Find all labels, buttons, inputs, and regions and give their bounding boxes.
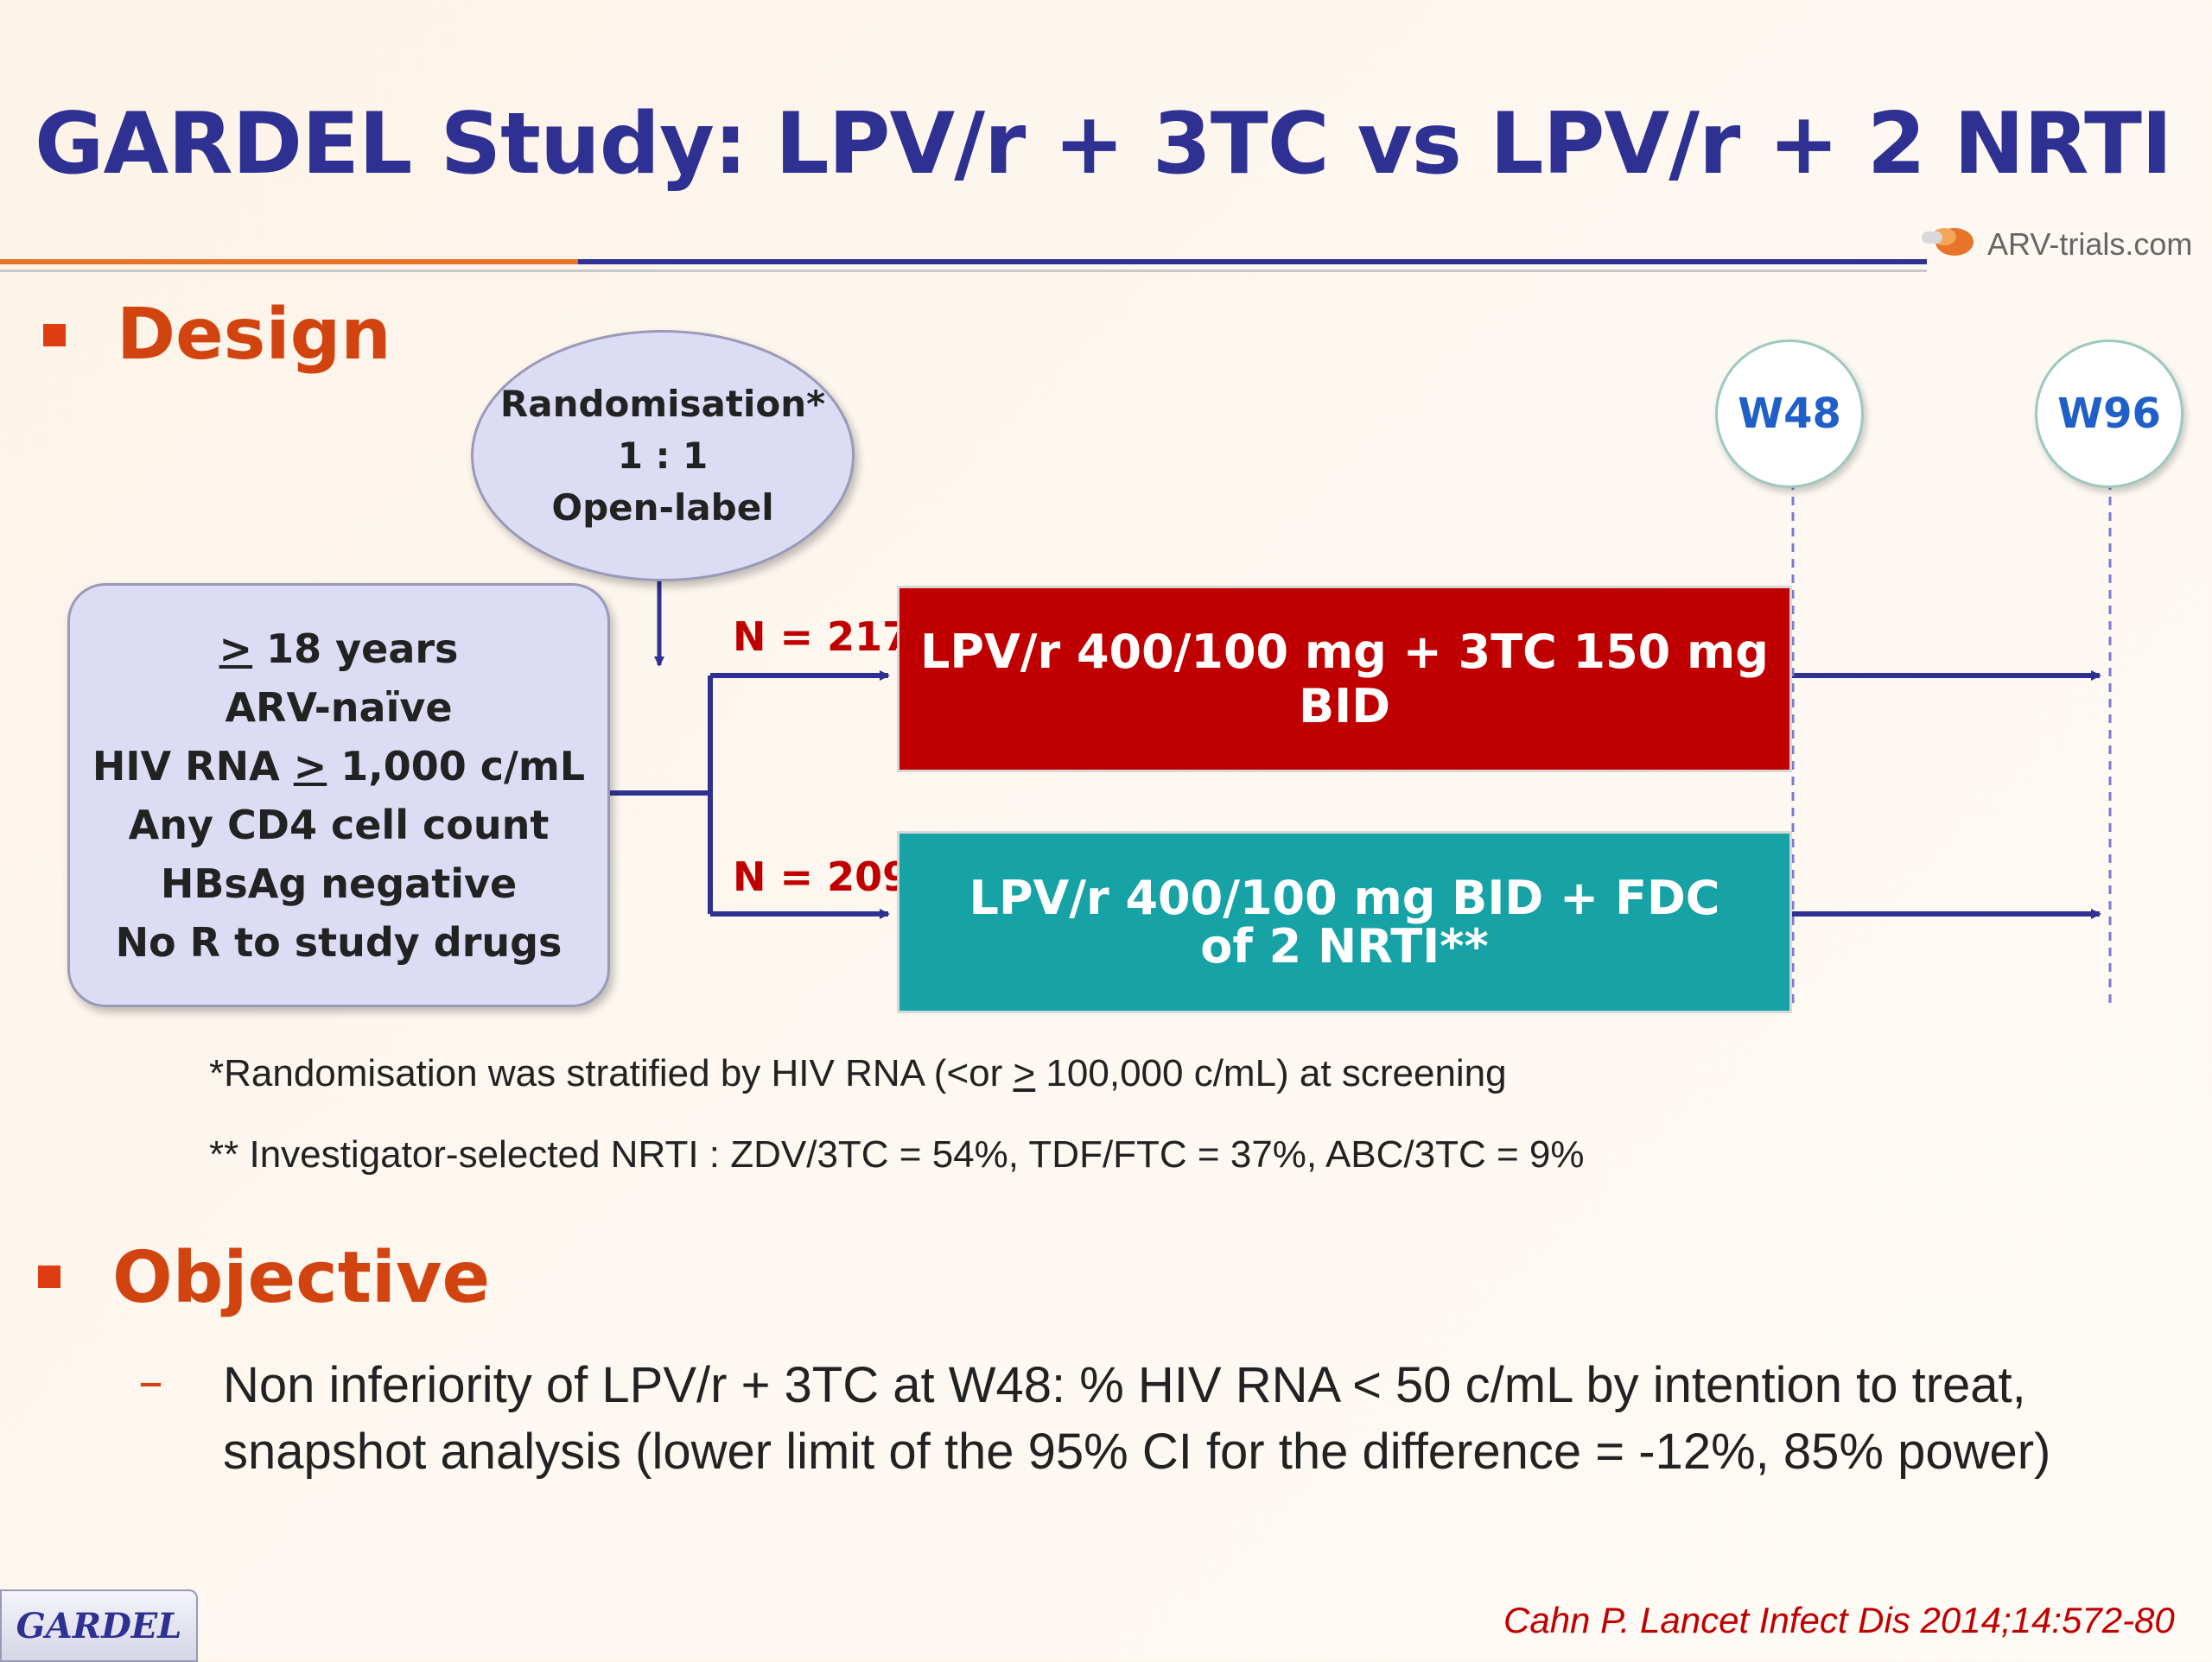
- arm2-regimen-line2: of 2 NRTI**: [1200, 918, 1489, 974]
- randomisation-ratio: 1 : 1: [617, 434, 709, 477]
- title-rule: [0, 259, 1927, 264]
- slide-title: GARDEL Study: LPV/r + 3TC vs LPV/r + 2 N…: [35, 95, 2172, 193]
- citation: Cahn P. Lancet Infect Dis 2014;14:572-80: [1503, 1600, 2175, 1640]
- footnote-randomisation: *Randomisation was stratified by HIV RNA…: [209, 1052, 1507, 1094]
- arm1-regimen: LPV/r 400/100 mg + 3TC 150 mg BID: [920, 625, 1769, 733]
- objective-bullet: [38, 1266, 60, 1288]
- arm-lpvr-2nrti: LPV/r 400/100 mg BID + FDC of 2 NRTI**: [897, 831, 1792, 1013]
- objective-heading: Objective: [112, 1237, 491, 1319]
- inclusion-criteria-node: > 18 years ARV-naïve HIV RNA > 1,000 c/m…: [67, 583, 610, 1007]
- logo-text: ARV-trials.com: [1987, 226, 2193, 262]
- criterion-cd4: Any CD4 cell count: [128, 801, 550, 848]
- timepoint-w48: W48: [1715, 339, 1864, 488]
- criterion-naive: ARV-naïve: [225, 683, 453, 731]
- design-heading: Design: [117, 294, 391, 376]
- criterion-resistance: No R to study drugs: [115, 918, 563, 966]
- objective-text: Non inferiority of LPV/r + 3TC at W48: %…: [223, 1357, 2051, 1480]
- criterion-hbsag: HBsAg negative: [160, 860, 518, 907]
- footnote-nrti: ** Investigator-selected NRTI : ZDV/3TC …: [209, 1133, 1585, 1176]
- arm1-n-label: N = 217: [733, 613, 911, 660]
- study-tag: GARDEL: [0, 1589, 198, 1662]
- objective-dash: –: [138, 1352, 163, 1411]
- timepoint-w96: W96: [2035, 339, 2183, 488]
- criterion-hiv-rna: HIV RNA > 1,000 c/mL: [92, 742, 586, 790]
- arm2-n-label: N = 209: [733, 853, 911, 900]
- arm-lpvr-3tc: LPV/r 400/100 mg + 3TC 150 mg BID: [897, 586, 1792, 772]
- arv-trials-logo-icon: [1922, 228, 1974, 256]
- criterion-age: > 18 years: [219, 625, 459, 672]
- arm2-regimen-line1: LPV/r 400/100 mg BID + FDC: [969, 870, 1720, 925]
- title-rule-shadow: [0, 270, 1927, 272]
- randomisation-label: Randomisation*: [499, 382, 826, 425]
- randomisation-blinding: Open-label: [551, 485, 774, 529]
- randomisation-node: Randomisation* 1 : 1 Open-label: [471, 330, 855, 581]
- design-bullet: [43, 324, 66, 346]
